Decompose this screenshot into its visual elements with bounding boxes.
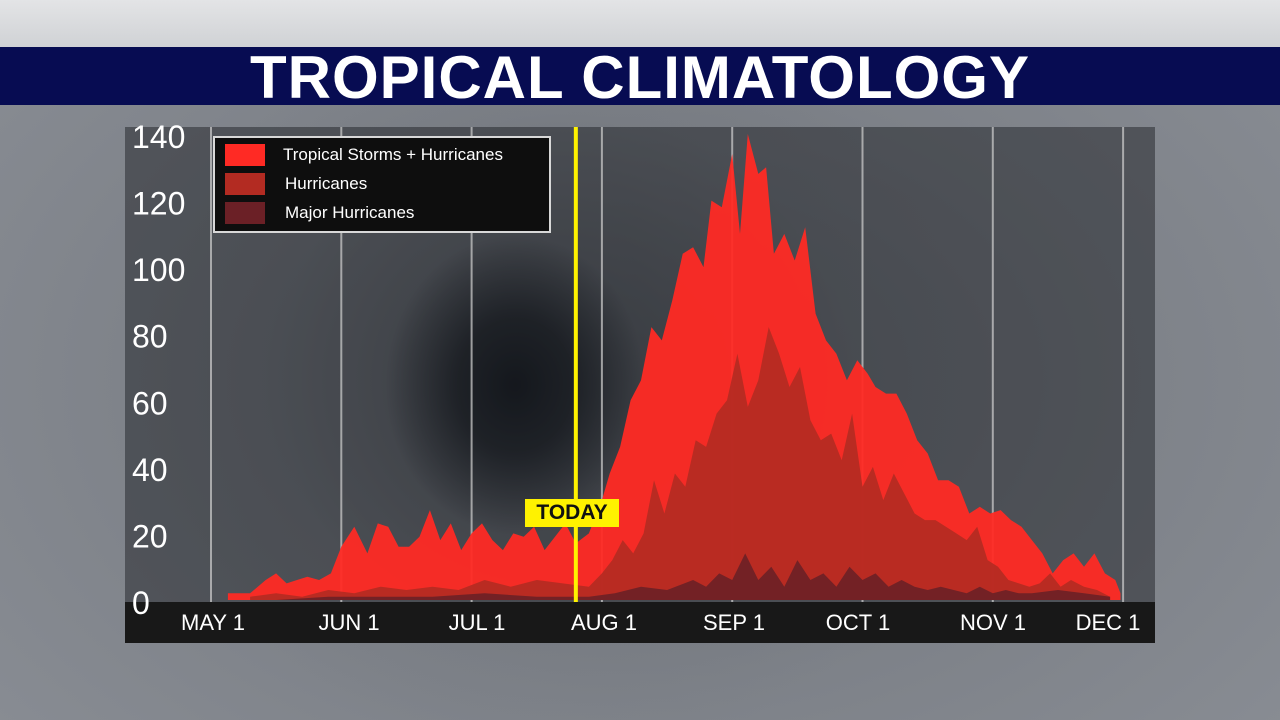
- x-tick-label: OCT 1: [826, 610, 890, 635]
- legend-item-tropical-storms-hurricanes: Tropical Storms + Hurricanes: [225, 144, 503, 166]
- page-title: TROPICAL CLIMATOLOGY: [250, 44, 1030, 111]
- y-tick-label: 60: [132, 385, 168, 421]
- y-tick-label: 80: [132, 319, 168, 355]
- y-tick-label: 20: [132, 518, 168, 554]
- x-tick-label: NOV 1: [960, 610, 1026, 635]
- title-bar: TROPICAL CLIMATOLOGY: [0, 44, 1280, 111]
- x-tick-label: JUL 1: [449, 610, 506, 635]
- x-tick-label: JUN 1: [318, 610, 379, 635]
- top-strip: [0, 0, 1280, 47]
- legend-label: Tropical Storms + Hurricanes: [283, 145, 503, 164]
- x-tick-label: DEC 1: [1076, 610, 1141, 635]
- x-tick-label: MAY 1: [181, 610, 245, 635]
- legend-item-hurricanes: Hurricanes: [225, 173, 367, 195]
- y-tick-label: 140: [132, 119, 185, 155]
- y-axis-ticks: 0 20 40 60 80 100 120 140: [132, 119, 185, 621]
- x-axis-ticks: MAY 1 JUN 1 JUL 1 AUG 1 SEP 1 OCT 1 NOV 1 DEC 1: [181, 610, 1140, 635]
- y-tick-label: 0: [132, 585, 150, 621]
- today-label: TODAY: [525, 499, 619, 527]
- legend-item-major-hurricanes: Major Hurricanes: [225, 202, 414, 224]
- legend-swatch: [225, 144, 265, 166]
- series-area-major-hurricanes: [276, 553, 1111, 600]
- x-axis-bar: [125, 602, 1155, 643]
- series-areas: [227, 134, 1121, 600]
- legend-label: Hurricanes: [285, 174, 368, 193]
- x-tick-label: AUG 1: [571, 610, 637, 635]
- legend-label: Major Hurricanes: [285, 203, 415, 222]
- legend: Tropical Storms + Hurricanes Hurricanes …: [213, 136, 551, 233]
- series-area-hurricanes: [250, 327, 1111, 600]
- y-tick-label: 40: [132, 452, 168, 488]
- legend-swatch: [225, 173, 265, 195]
- legend-swatch: [225, 202, 265, 224]
- y-tick-label: 120: [132, 186, 185, 222]
- y-tick-label: 100: [132, 252, 185, 288]
- x-tick-label: SEP 1: [703, 610, 765, 635]
